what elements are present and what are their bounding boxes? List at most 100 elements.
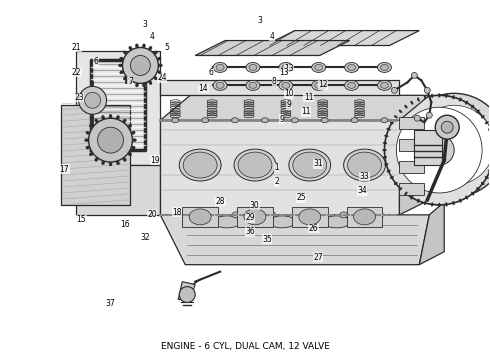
Polygon shape bbox=[160, 215, 429, 265]
Ellipse shape bbox=[344, 62, 359, 72]
Ellipse shape bbox=[481, 115, 485, 118]
Text: 26: 26 bbox=[309, 224, 318, 233]
Ellipse shape bbox=[375, 212, 384, 218]
Text: 5: 5 bbox=[165, 43, 170, 52]
Text: 29: 29 bbox=[245, 213, 255, 222]
Ellipse shape bbox=[189, 209, 211, 225]
Ellipse shape bbox=[154, 51, 157, 54]
Circle shape bbox=[85, 92, 100, 108]
Polygon shape bbox=[61, 105, 130, 205]
Ellipse shape bbox=[383, 149, 387, 151]
Ellipse shape bbox=[213, 80, 227, 90]
Ellipse shape bbox=[158, 64, 162, 67]
Bar bbox=[237, 207, 273, 227]
Text: 23: 23 bbox=[74, 93, 84, 102]
Text: 37: 37 bbox=[106, 299, 116, 308]
Ellipse shape bbox=[431, 94, 433, 98]
Ellipse shape bbox=[282, 82, 290, 88]
Ellipse shape bbox=[109, 114, 112, 118]
Ellipse shape bbox=[347, 152, 382, 178]
Text: 15: 15 bbox=[76, 215, 86, 224]
Ellipse shape bbox=[347, 64, 356, 71]
Polygon shape bbox=[160, 95, 429, 120]
Ellipse shape bbox=[292, 118, 298, 123]
Ellipse shape bbox=[216, 64, 224, 71]
Ellipse shape bbox=[238, 152, 272, 178]
Text: 19: 19 bbox=[150, 156, 160, 165]
Ellipse shape bbox=[289, 149, 331, 181]
Ellipse shape bbox=[377, 62, 392, 72]
Ellipse shape bbox=[132, 139, 136, 141]
Text: 28: 28 bbox=[216, 197, 225, 206]
Ellipse shape bbox=[131, 131, 135, 134]
Ellipse shape bbox=[216, 82, 224, 88]
Text: 31: 31 bbox=[314, 159, 323, 168]
Ellipse shape bbox=[452, 201, 455, 205]
Text: 3: 3 bbox=[143, 19, 147, 28]
Ellipse shape bbox=[299, 209, 321, 225]
Bar bbox=[182, 207, 218, 227]
Ellipse shape bbox=[424, 95, 426, 99]
Ellipse shape bbox=[129, 81, 132, 85]
Text: 33: 33 bbox=[360, 172, 369, 181]
Ellipse shape bbox=[95, 119, 98, 123]
Ellipse shape bbox=[390, 121, 393, 124]
Text: ENGINE - 6 CYL, DUAL CAM, 12 VALVE: ENGINE - 6 CYL, DUAL CAM, 12 VALVE bbox=[161, 342, 329, 351]
Ellipse shape bbox=[123, 51, 127, 54]
Polygon shape bbox=[160, 120, 399, 215]
Ellipse shape bbox=[157, 57, 161, 60]
Ellipse shape bbox=[85, 139, 89, 141]
Bar bbox=[399, 161, 424, 173]
Ellipse shape bbox=[312, 62, 326, 72]
Text: 17: 17 bbox=[60, 165, 69, 174]
Text: 32: 32 bbox=[140, 233, 150, 242]
Ellipse shape bbox=[246, 80, 260, 90]
Text: 21: 21 bbox=[72, 43, 81, 52]
Text: 7: 7 bbox=[128, 77, 133, 86]
Ellipse shape bbox=[471, 192, 474, 195]
Ellipse shape bbox=[157, 71, 161, 74]
Bar bbox=[399, 117, 424, 129]
Ellipse shape bbox=[387, 170, 391, 172]
Ellipse shape bbox=[120, 57, 123, 60]
Ellipse shape bbox=[344, 80, 359, 90]
Ellipse shape bbox=[459, 199, 462, 203]
Polygon shape bbox=[265, 31, 419, 45]
Ellipse shape bbox=[179, 149, 221, 181]
Ellipse shape bbox=[196, 212, 204, 218]
Circle shape bbox=[435, 115, 459, 139]
Text: 8: 8 bbox=[272, 77, 277, 86]
Polygon shape bbox=[75, 165, 160, 215]
Text: 4: 4 bbox=[270, 32, 274, 41]
Circle shape bbox=[415, 105, 490, 185]
Ellipse shape bbox=[354, 209, 375, 225]
Ellipse shape bbox=[234, 149, 276, 181]
Bar bbox=[399, 139, 424, 151]
Ellipse shape bbox=[131, 146, 135, 149]
Text: 2: 2 bbox=[274, 177, 279, 186]
Ellipse shape bbox=[466, 101, 468, 104]
Circle shape bbox=[441, 121, 453, 133]
Text: 22: 22 bbox=[72, 68, 81, 77]
Text: 34: 34 bbox=[357, 186, 367, 195]
Ellipse shape bbox=[488, 170, 490, 172]
Text: 30: 30 bbox=[250, 201, 260, 210]
Ellipse shape bbox=[249, 82, 257, 88]
Circle shape bbox=[98, 127, 123, 153]
Ellipse shape bbox=[417, 199, 419, 203]
Ellipse shape bbox=[246, 62, 260, 72]
Ellipse shape bbox=[279, 62, 293, 72]
Ellipse shape bbox=[411, 196, 413, 199]
Ellipse shape bbox=[268, 212, 276, 218]
Polygon shape bbox=[195, 41, 349, 55]
Ellipse shape bbox=[476, 187, 480, 190]
Ellipse shape bbox=[481, 182, 485, 185]
Ellipse shape bbox=[394, 115, 397, 118]
Ellipse shape bbox=[89, 125, 93, 128]
Ellipse shape bbox=[143, 44, 146, 48]
Ellipse shape bbox=[213, 62, 227, 72]
Ellipse shape bbox=[244, 209, 266, 225]
Ellipse shape bbox=[445, 94, 447, 98]
Ellipse shape bbox=[129, 46, 132, 50]
Ellipse shape bbox=[202, 118, 209, 123]
